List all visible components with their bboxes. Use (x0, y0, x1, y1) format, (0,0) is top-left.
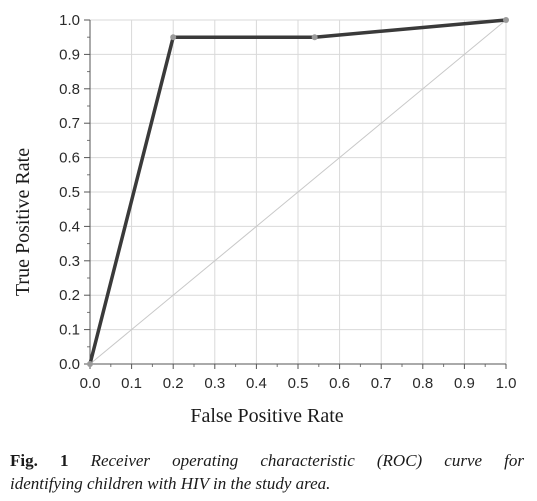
y-tick-label: 0.2 (59, 287, 80, 304)
x-axis-title: False Positive Rate (190, 405, 343, 427)
roc-curve-layer (88, 18, 508, 366)
reference-line-layer (89, 19, 507, 365)
x-tick-label: 0.8 (412, 375, 433, 392)
x-tick-label: 0.5 (288, 375, 309, 392)
y-tick-label: 1.0 (59, 12, 80, 29)
roc-point (311, 34, 318, 41)
x-tick-label: 0.4 (246, 375, 267, 392)
tick-labels: 0.0 0.1 0.2 0.3 0.4 0.5 0.6 0.7 0.8 0.9 1.0 0.0 0.1 0… (59, 12, 516, 392)
y-tick-label: 0.1 (59, 322, 80, 339)
roc-point (503, 17, 509, 23)
y-tick-label: 0.5 (59, 184, 80, 201)
y-tick-label: 0.4 (59, 218, 80, 235)
axis-ticks (84, 19, 507, 369)
caption-text-line-2: identifying children with HIV in the stu… (10, 474, 331, 493)
figure-caption: Fig. 1 Receiver operating characteristic… (10, 449, 524, 495)
y-tick-label: 0.7 (59, 115, 80, 132)
y-axis-title: True Positive Rate (12, 148, 34, 296)
x-tick-label: 0.7 (371, 375, 392, 392)
caption-text-line-1: Receiver operating characteristic (ROC) … (90, 451, 524, 470)
caption-line-1: Fig. 1 Receiver operating characteristic… (10, 449, 524, 472)
roc-curve-line (88, 18, 508, 366)
x-tick-label: 0.1 (121, 375, 142, 392)
x-tick-label: 0.0 (80, 375, 101, 392)
roc-markers (87, 17, 509, 367)
y-tick-label: 0.6 (59, 150, 80, 167)
roc-chart: 0.0 0.1 0.2 0.3 0.4 0.5 0.6 0.7 0.8 0.9 1.0 0.0 0.1 0… (12, 12, 516, 427)
roc-point (87, 361, 93, 367)
y-tick-label: 0.0 (59, 356, 80, 373)
x-tick-label: 0.2 (163, 375, 184, 392)
reference-diagonal-line (89, 19, 507, 365)
y-tick-label: 0.8 (59, 81, 80, 98)
y-tick-label: 0.3 (59, 253, 80, 270)
roc-point (170, 34, 177, 41)
x-tick-label: 0.6 (329, 375, 350, 392)
figure-number: Fig. 1 (10, 451, 69, 470)
grid-lines (90, 19, 507, 364)
y-tick-label: 0.9 (59, 46, 80, 63)
x-tick-label: 1.0 (496, 375, 517, 392)
x-tick-label: 0.9 (454, 375, 475, 392)
x-tick-label: 0.3 (204, 375, 225, 392)
